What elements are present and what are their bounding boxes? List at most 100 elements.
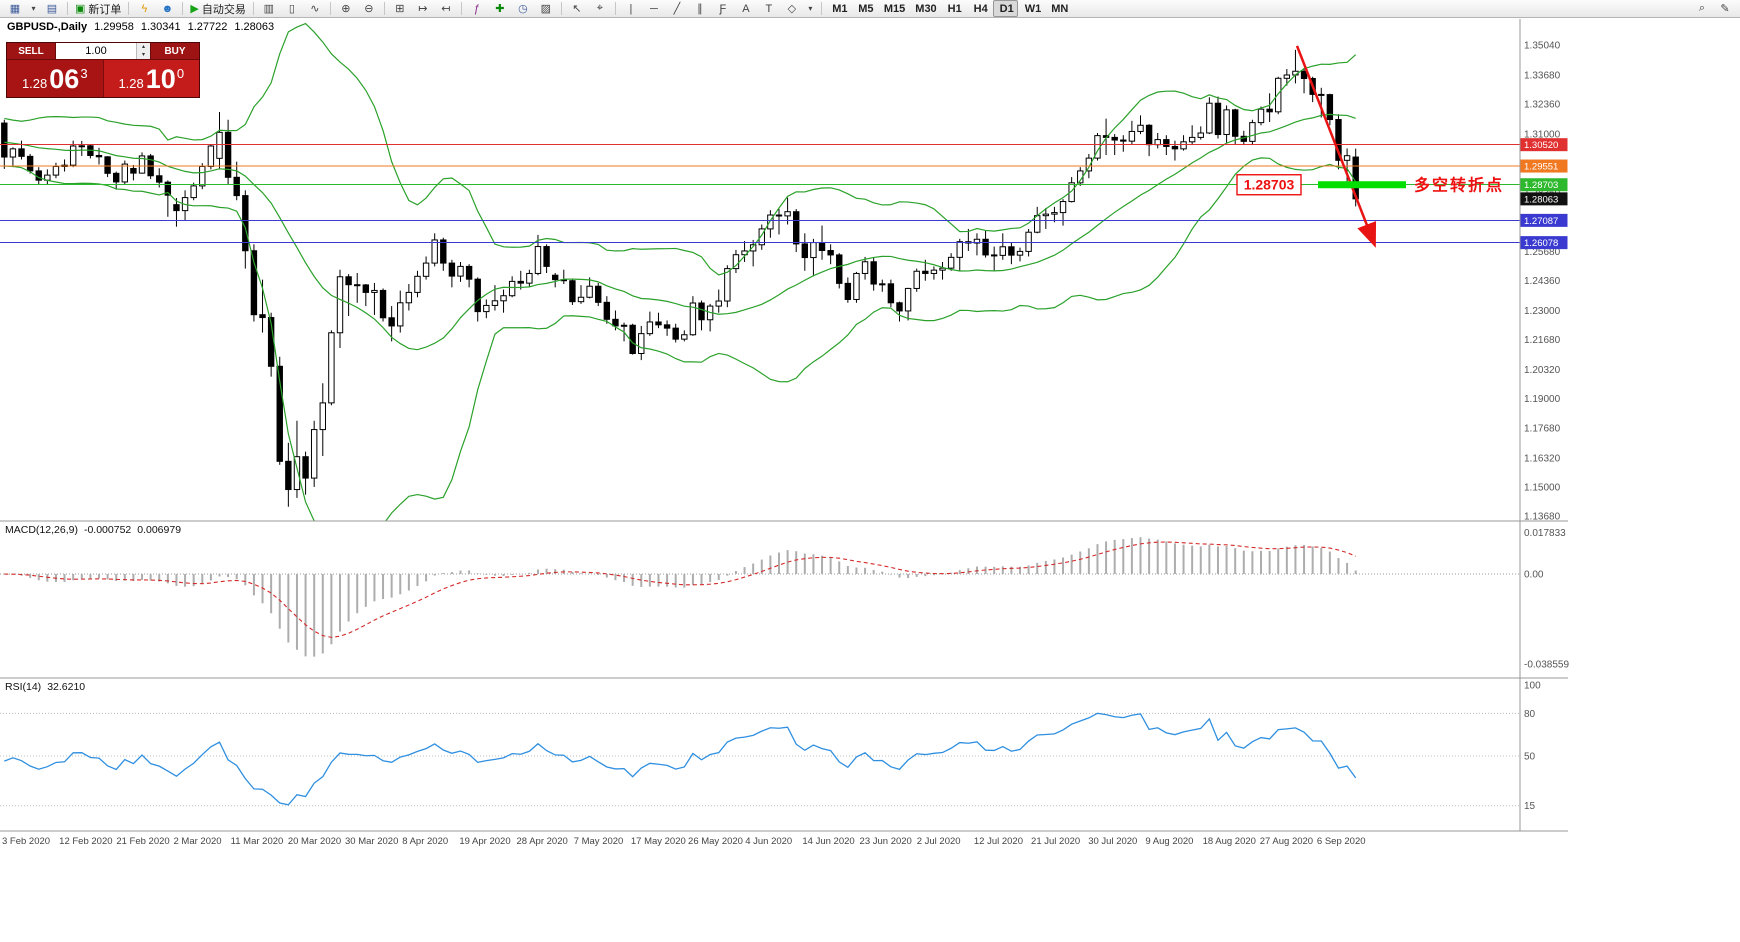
community-button[interactable]: ☻ bbox=[156, 0, 178, 17]
chart-shift-button[interactable]: ↤ bbox=[435, 0, 457, 17]
volume-up-icon[interactable]: ▴ bbox=[141, 44, 145, 50]
templates-icon: ▨ bbox=[540, 3, 552, 15]
tf-m30-button[interactable]: M30 bbox=[909, 0, 939, 17]
sell-price-button[interactable]: 1.28 06 3 bbox=[7, 60, 104, 97]
turning-point-marker[interactable] bbox=[1318, 181, 1406, 189]
sell-price-frac: 3 bbox=[80, 66, 88, 81]
vertical-line-button[interactable]: | bbox=[620, 0, 642, 17]
toolbar-separator bbox=[67, 2, 68, 15]
chart-canvas[interactable]: 1.350401.336801.323601.310001.296801.283… bbox=[0, 19, 1740, 942]
text-button[interactable]: A bbox=[735, 0, 757, 17]
tf-d1-button[interactable]: D1 bbox=[992, 0, 1018, 17]
volume-down-icon[interactable]: ▾ bbox=[141, 52, 145, 58]
main-price-panel[interactable] bbox=[1, 22, 1359, 538]
bollinger-upper-band bbox=[4, 22, 1357, 276]
indicators-button[interactable]: ƒ bbox=[466, 0, 488, 17]
tf-mn-button[interactable]: MN bbox=[1045, 0, 1071, 17]
new-chart-button[interactable]: ▦ bbox=[4, 0, 26, 17]
turning-point-note[interactable]: 多空转折点 bbox=[1414, 176, 1504, 195]
zoom-in-button[interactable]: ⊕ bbox=[335, 0, 357, 17]
hline-price-tag-1.29551[interactable]: 1.29551 bbox=[1520, 159, 1568, 173]
candlestick-chart-button[interactable]: ▯ bbox=[281, 0, 303, 17]
sell-button[interactable]: SELL bbox=[7, 43, 56, 59]
svg-text:1.26078: 1.26078 bbox=[1524, 238, 1558, 249]
trendline-button[interactable]: ╱ bbox=[666, 0, 688, 17]
alert-button[interactable]: ϟ bbox=[133, 0, 155, 17]
svg-text:7 May 2020: 7 May 2020 bbox=[574, 836, 624, 847]
auto-scroll-icon: ↦ bbox=[418, 3, 428, 15]
svg-text:0.017833: 0.017833 bbox=[1524, 528, 1566, 539]
crosshair-button[interactable]: ⌖ bbox=[589, 0, 611, 17]
tf-w1-button[interactable]: W1 bbox=[1019, 0, 1045, 17]
buy-button[interactable]: BUY bbox=[150, 43, 199, 59]
tf-h1-button-label: H1 bbox=[947, 2, 962, 15]
svg-text:1.24360: 1.24360 bbox=[1524, 276, 1561, 287]
profiles-button[interactable]: ▤ bbox=[41, 0, 63, 17]
candlestick-chart-icon: ▯ bbox=[288, 3, 295, 15]
label-button[interactable]: T bbox=[758, 0, 780, 17]
line-chart-button[interactable]: ∿ bbox=[304, 0, 326, 17]
chart-window[interactable]: 1.350401.336801.323601.310001.296801.283… bbox=[0, 19, 1740, 942]
svg-text:1.31000: 1.31000 bbox=[1524, 130, 1561, 141]
horizontal-line-button[interactable]: ─ bbox=[643, 0, 665, 17]
cursor-button[interactable]: ↖ bbox=[566, 0, 588, 17]
svg-text:9 Aug 2020: 9 Aug 2020 bbox=[1145, 836, 1193, 847]
fibonacci-button[interactable]: Ƒ bbox=[712, 0, 734, 17]
svg-text:100: 100 bbox=[1524, 681, 1541, 692]
svg-text:8 Apr 2020: 8 Apr 2020 bbox=[402, 836, 448, 847]
tf-m15-button[interactable]: M15 bbox=[878, 0, 908, 17]
autotrading-button[interactable]: ▶ 自动交易 bbox=[187, 0, 248, 17]
search-button[interactable]: ⌕ bbox=[1691, 0, 1713, 17]
periods-button[interactable]: ◷ bbox=[512, 0, 534, 17]
tf-h1-button[interactable]: H1 bbox=[941, 0, 966, 17]
svg-text:1.16320: 1.16320 bbox=[1524, 453, 1561, 464]
tf-m1-button[interactable]: M1 bbox=[826, 0, 851, 17]
trend-arrow[interactable] bbox=[1295, 45, 1377, 248]
price-callout-label[interactable]: 1.28703 bbox=[1236, 174, 1302, 196]
tile-windows-button[interactable]: ⊞ bbox=[389, 0, 411, 17]
hline-price-tag-1.30520[interactable]: 1.30520 bbox=[1520, 138, 1568, 152]
tf-m30-button-label: M30 bbox=[915, 2, 937, 15]
hline-price-tag-1.26078[interactable]: 1.26078 bbox=[1520, 236, 1568, 250]
volume-field[interactable]: 1.00 ▴ ▾ bbox=[56, 43, 150, 59]
new-chart-dropdown[interactable]: ▾ bbox=[27, 0, 40, 17]
tf-m5-button[interactable]: M5 bbox=[852, 0, 877, 17]
quick-edit-icon: ✎ bbox=[1720, 3, 1730, 15]
volume-value[interactable]: 1.00 bbox=[85, 45, 107, 57]
bar-chart-button[interactable]: ▥ bbox=[258, 0, 280, 17]
channel-button[interactable]: ∥ bbox=[689, 0, 711, 17]
hline-price-tag-1.28703[interactable]: 1.28703 bbox=[1520, 178, 1568, 192]
price-axis[interactable]: 1.350401.336801.323601.310001.296801.283… bbox=[1524, 40, 1569, 812]
macd-panel[interactable] bbox=[0, 537, 1520, 657]
symbol-period-label: GBPUSD-,Daily bbox=[7, 21, 88, 33]
volume-spinner[interactable]: ▴ ▾ bbox=[136, 43, 150, 59]
new-order-button[interactable]: ▣ 新订单 bbox=[72, 0, 124, 17]
zoom-out-button[interactable]: ⊖ bbox=[358, 0, 380, 17]
bid-price-tag[interactable]: 1.28063 bbox=[1520, 192, 1568, 206]
time-axis[interactable]: 3 Feb 2020 12 Feb 2020 21 Feb 2020 2 Mar 20… bbox=[2, 836, 1366, 847]
buy-price-button[interactable]: 1.28 10 0 bbox=[103, 60, 199, 97]
bollinger-lower-band bbox=[4, 157, 1357, 521]
cursor-icon: ↖ bbox=[572, 3, 582, 15]
shapes-dropdown[interactable]: ▾ bbox=[804, 0, 817, 17]
tf-h4-button[interactable]: H4 bbox=[967, 0, 992, 17]
rsi-panel[interactable] bbox=[0, 712, 1520, 807]
toolbar-separator bbox=[329, 2, 331, 15]
periods-icon: ◷ bbox=[518, 3, 528, 15]
toolbar-separator bbox=[252, 2, 254, 15]
shapes-button[interactable]: ◇ bbox=[781, 0, 803, 17]
auto-scroll-button[interactable]: ↦ bbox=[412, 0, 434, 17]
new-chart-icon: ▾ bbox=[31, 4, 36, 13]
ohlc-high: 1.30341 bbox=[140, 21, 181, 33]
svg-text:30 Jul 2020: 30 Jul 2020 bbox=[1088, 836, 1137, 847]
toolbar-separator bbox=[460, 2, 462, 15]
tf-m5-button-label: M5 bbox=[858, 2, 874, 15]
new-order-icon: ▣ bbox=[75, 3, 86, 15]
add-indicator-button[interactable]: ✚ bbox=[489, 0, 511, 17]
svg-text:1.21680: 1.21680 bbox=[1524, 335, 1561, 346]
indicators-icon: ƒ bbox=[473, 2, 480, 15]
toolbar-separator bbox=[560, 2, 562, 15]
hline-price-tag-1.27087[interactable]: 1.27087 bbox=[1520, 213, 1568, 227]
quick-edit-button[interactable]: ✎ bbox=[1714, 0, 1736, 17]
templates-button[interactable]: ▨ bbox=[535, 0, 557, 17]
